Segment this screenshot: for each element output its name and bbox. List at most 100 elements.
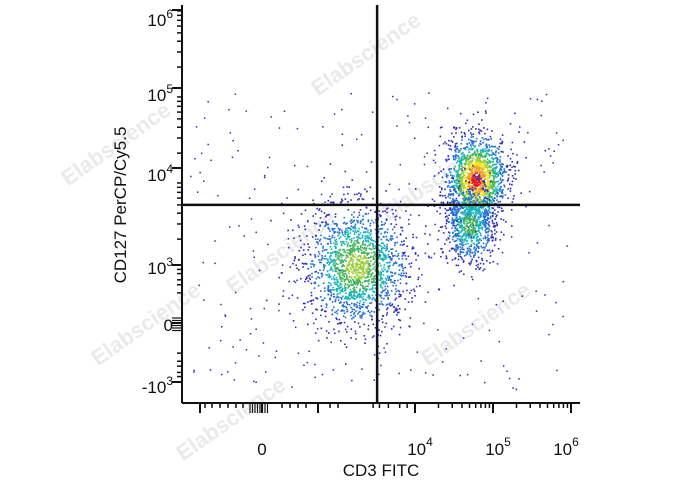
event-dot [484, 174, 487, 176]
event-dot [334, 298, 337, 301]
event-dot [469, 263, 471, 266]
event-dot [384, 258, 387, 260]
event-dot [353, 293, 356, 296]
event-dot [481, 162, 483, 164]
event-dot [461, 244, 464, 247]
event-dot [479, 198, 482, 200]
event-dot [493, 185, 496, 188]
event-dot [468, 218, 471, 220]
event-dot [297, 188, 300, 191]
event-dot [349, 232, 352, 234]
event-dot [354, 240, 356, 242]
event-dot [349, 276, 351, 278]
event-dot [409, 214, 412, 216]
event-dot [439, 194, 441, 197]
event-dot [469, 224, 472, 227]
event-dot [389, 257, 392, 260]
event-dot [496, 157, 498, 159]
event-dot [391, 228, 394, 231]
event-dot [499, 168, 502, 171]
event-dot [480, 165, 483, 167]
event-dot [451, 227, 453, 229]
event-dot [453, 284, 455, 287]
event-dot [340, 241, 342, 243]
event-dot [402, 267, 404, 270]
event-dot [484, 160, 486, 162]
event-dot [472, 174, 474, 177]
event-dot [486, 187, 488, 190]
event-dot [318, 259, 320, 261]
event-dot [286, 197, 288, 199]
event-dot [319, 217, 322, 219]
event-dot [380, 364, 382, 367]
event-dot [487, 195, 489, 198]
event-dot [473, 237, 475, 239]
event-dot [341, 108, 343, 111]
event-dot [462, 213, 465, 216]
event-dot [491, 207, 494, 209]
event-dot [544, 150, 546, 152]
event-dot [330, 268, 332, 271]
event-dot [347, 252, 349, 254]
event-dot [481, 184, 483, 187]
event-dot [357, 249, 359, 251]
event-dot [353, 308, 355, 311]
event-dot [457, 201, 460, 203]
event-dot [458, 231, 460, 234]
event-dot [341, 259, 343, 262]
event-dot [342, 186, 345, 189]
event-dot [333, 265, 335, 267]
event-dot [367, 262, 369, 264]
event-dot [448, 235, 451, 237]
event-dot [473, 214, 476, 216]
event-dot [474, 177, 477, 179]
event-dot [401, 229, 404, 232]
event-dot [496, 206, 499, 208]
event-dot [350, 241, 353, 243]
event-dot [466, 222, 469, 224]
event-dot [386, 289, 389, 292]
event-dot [310, 263, 312, 265]
event-dot [243, 235, 245, 237]
event-dot [444, 188, 446, 191]
event-dot [341, 298, 343, 300]
event-dot [404, 298, 407, 300]
event-dot [353, 297, 355, 300]
event-dot [339, 289, 342, 292]
event-dot [234, 93, 237, 95]
event-dot [324, 315, 327, 318]
event-dot [486, 145, 488, 148]
event-dot [497, 175, 499, 178]
event-dot [492, 153, 495, 155]
event-dot [457, 253, 459, 255]
event-dot [511, 161, 513, 163]
event-dot [338, 302, 341, 304]
event-dot [386, 246, 388, 248]
event-dot [469, 201, 472, 203]
event-dot [461, 251, 463, 253]
event-dot [340, 269, 342, 271]
event-dot [486, 200, 488, 202]
event-dot [484, 223, 486, 225]
event-dot [320, 259, 322, 261]
event-dot [372, 244, 374, 246]
event-dot [516, 162, 519, 164]
event-dot [347, 236, 349, 239]
event-dot [455, 174, 458, 176]
event-dot [305, 278, 307, 280]
event-dot [335, 289, 338, 292]
event-dot [495, 187, 497, 189]
event-dot [448, 214, 450, 217]
event-dot [494, 166, 496, 169]
event-dot [483, 174, 485, 176]
event-dot [280, 272, 283, 274]
event-dot [498, 188, 501, 190]
event-dot [353, 269, 356, 272]
event-dot [477, 235, 479, 238]
event-dot [330, 289, 332, 291]
event-dot [373, 311, 375, 313]
event-dot [480, 226, 483, 229]
event-dot [404, 255, 407, 257]
event-dot [419, 285, 421, 287]
event-dot [381, 223, 384, 226]
